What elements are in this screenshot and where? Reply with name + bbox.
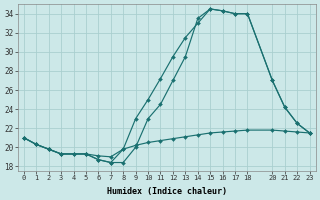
X-axis label: Humidex (Indice chaleur): Humidex (Indice chaleur) — [107, 187, 227, 196]
